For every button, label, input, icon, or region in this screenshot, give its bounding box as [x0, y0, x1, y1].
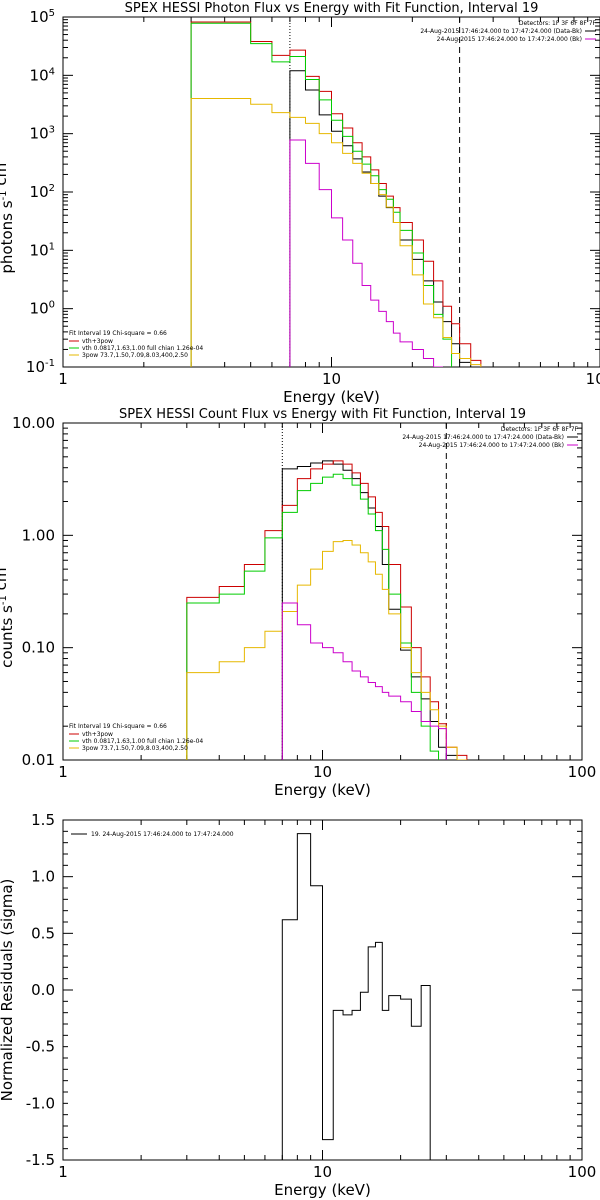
- legend-header-line: 24-Aug-2015 17:46:24.000 to 17:47:24.000…: [437, 36, 582, 43]
- series-line-0: [289, 70, 472, 367]
- y-tick-label: 0.01: [22, 751, 55, 769]
- series-line-1: [186, 460, 468, 760]
- series-line-4: [281, 602, 447, 760]
- x-tick-label: 1: [58, 763, 68, 781]
- y-tick-label: 103: [30, 125, 55, 143]
- x-tick-label: 1: [58, 370, 68, 388]
- legend-header-line: 24-Aug-2015 17:46:24.000 to 17:47:24.000…: [402, 434, 564, 441]
- y-tick-label: 104: [30, 66, 55, 84]
- x-axis-title: Energy (keV): [274, 781, 371, 799]
- legend-fit-entry: 3pow 73.7,1.50,7.09,8.03,400,2.50: [82, 352, 188, 359]
- y-axis-title: Normalized Residuals (sigma): [0, 879, 16, 1102]
- y-tick-label: -1.0: [26, 1094, 55, 1112]
- legend-fit-entry: vth+3pow: [82, 338, 113, 345]
- series-line-0: [281, 460, 458, 760]
- legend-detectors: Detectors: 1F 3F 6F 8F 7F: [519, 20, 597, 27]
- legend-fit-entry: vth 0.0817,1.63,1.00 full chian 1.26e-04: [82, 738, 203, 745]
- y-tick-label: 1.5: [31, 811, 55, 829]
- x-tick-label: 10: [322, 370, 341, 388]
- x-axis-title: Energy (keV): [283, 388, 380, 406]
- y-tick-label: 10.00: [12, 414, 55, 432]
- x-tick-label: 10: [313, 1163, 332, 1181]
- x-tick-label: 1: [58, 1163, 68, 1181]
- y-tick-label: -0.5: [26, 1038, 55, 1056]
- y-tick-label: 101: [30, 241, 55, 259]
- plot-frame: [62, 422, 583, 761]
- legend-fit-header: Fit Interval 19 Chi-square = 0.66: [69, 330, 167, 337]
- y-tick-label: 1.00: [22, 526, 55, 544]
- y-tick-label: 0.10: [22, 639, 55, 657]
- legend-fit-entry: vth+3pow: [82, 731, 113, 738]
- x-tick-label: 100: [568, 763, 597, 781]
- x-tick-label: 100: [586, 370, 600, 388]
- series-line-2: [190, 22, 453, 367]
- y-tick-label: 100: [30, 300, 55, 318]
- x-axis-title: Energy (keV): [274, 1181, 371, 1199]
- legend-fit-header: Fit Interval 19 Chi-square = 0.66: [69, 723, 167, 730]
- y-tick-label: 1.0: [31, 868, 55, 886]
- x-tick-label: 100: [568, 1163, 597, 1181]
- chart-title: SPEX HESSI Photon Flux vs Energy with Fi…: [125, 1, 539, 16]
- y-tick-label: 10-1: [26, 358, 55, 376]
- legend-header-line: 24-Aug-2015 17:46:24.000 to 17:47:24.000…: [420, 28, 582, 35]
- y-tick-label: 102: [30, 183, 55, 201]
- legend-detectors: Detectors: 1F 3F 6F 8F 7F: [501, 426, 579, 433]
- series-group: [190, 21, 482, 367]
- series-line-3: [190, 98, 482, 367]
- series-group: [281, 833, 431, 1160]
- y-tick-label: 0.0: [31, 981, 55, 999]
- series-line-3: [186, 539, 467, 760]
- legend-fit-entry: vth 0.0817,1.63,1.00 full chian 1.26e-04: [82, 345, 203, 352]
- y-axis-title: photons s-1 cm-2 keV-1: [0, 110, 16, 273]
- x-tick-label: 10: [313, 763, 332, 781]
- y-tick-label: 105: [30, 8, 55, 26]
- legend-entry: 19. 24-Aug-2015 17:46:24.000 to 17:47:24…: [91, 831, 234, 838]
- series-group: [186, 460, 468, 760]
- legend-fit-entry: 3pow 73.7,1.50,7.09,8.03,400,2.50: [82, 745, 188, 752]
- y-axis-title: counts s-1 cm-2 keV-1: [0, 515, 16, 668]
- series-line-0: [281, 833, 431, 1160]
- series-line-4: [289, 139, 443, 367]
- y-tick-label: 0.5: [31, 924, 55, 942]
- chart-title: SPEX HESSI Count Flux vs Energy with Fit…: [119, 407, 526, 422]
- series-line-1: [190, 21, 482, 367]
- legend-header-line: 24-Aug-2015 17:46:24.000 to 17:47:24.000…: [419, 442, 564, 449]
- y-tick-label: -1.5: [26, 1151, 55, 1169]
